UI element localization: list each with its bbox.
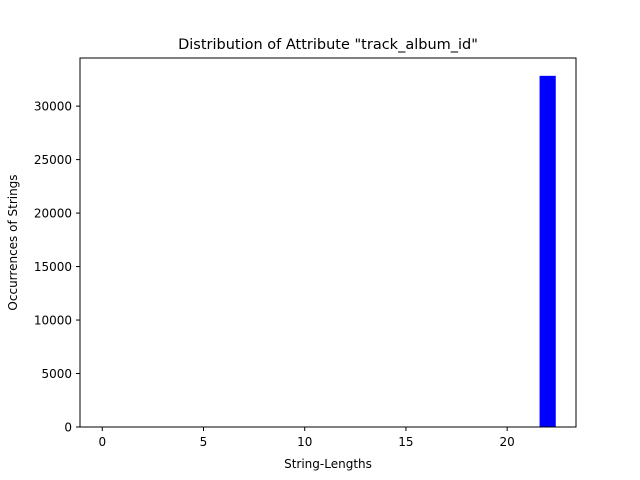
x-tick-label-1: 5	[200, 435, 208, 449]
bar-0	[539, 75, 556, 427]
y-tick-label-1: 5000	[41, 367, 72, 381]
bars-group	[539, 75, 556, 427]
plot-frame	[79, 57, 577, 428]
x-tick-label-3: 15	[398, 435, 413, 449]
x-axis-label: String-Lengths	[284, 457, 372, 471]
x-tick-label-2: 10	[297, 435, 312, 449]
y-tick-label-6: 30000	[34, 100, 72, 114]
y-tick-label-5: 25000	[34, 153, 72, 167]
x-tick-label-4: 20	[500, 435, 515, 449]
y-axis-ticks: 0 5000 10000 15000 20000 25000 30000	[34, 100, 80, 435]
y-tick-label-0: 0	[64, 421, 72, 435]
y-tick-label-3: 15000	[34, 260, 72, 274]
x-tick-label-0: 0	[98, 435, 106, 449]
chart-title: Distribution of Attribute "track_album_i…	[178, 37, 478, 53]
y-tick-label-2: 10000	[34, 314, 72, 328]
y-tick-label-4: 20000	[34, 207, 72, 221]
y-axis-label: Occurrences of Strings	[6, 174, 20, 310]
x-axis-ticks: 0 5 10 15 20	[98, 427, 515, 449]
